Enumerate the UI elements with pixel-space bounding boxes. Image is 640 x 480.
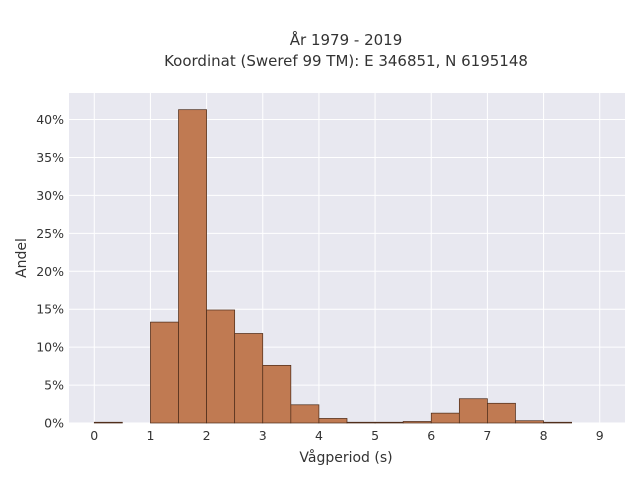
histogram-bar bbox=[543, 421, 572, 424]
chart-subtitle: Koordinat (Sweref 99 TM): E 346851, N 61… bbox=[164, 52, 528, 70]
y-tick-label: 15% bbox=[36, 302, 64, 317]
histogram-bar bbox=[234, 333, 264, 424]
histogram-bar bbox=[346, 421, 376, 424]
histogram-bar bbox=[458, 398, 488, 424]
histogram-bar bbox=[374, 421, 404, 424]
y-tick-label: 30% bbox=[36, 188, 64, 203]
histogram-bar bbox=[206, 309, 236, 424]
histogram-bar bbox=[178, 109, 207, 424]
x-axis-ticks: 0 1 2 3 4 5 6 7 8 9 bbox=[90, 428, 603, 443]
x-tick-label: 8 bbox=[540, 428, 548, 443]
histogram-bar bbox=[487, 402, 516, 424]
histogram-bar bbox=[290, 404, 320, 424]
histogram-bar bbox=[93, 421, 123, 424]
histogram-bar bbox=[515, 420, 544, 424]
histogram-bar bbox=[150, 321, 179, 424]
histogram-bar bbox=[402, 421, 432, 424]
histogram-bar bbox=[430, 412, 460, 424]
chart-title: År 1979 - 2019 bbox=[290, 30, 403, 49]
y-tick-label: 20% bbox=[36, 264, 64, 279]
x-tick-label: 2 bbox=[203, 428, 211, 443]
histogram-bars bbox=[93, 109, 572, 424]
x-tick-label: 4 bbox=[315, 428, 323, 443]
y-tick-label: 40% bbox=[36, 112, 64, 127]
x-tick-label: 5 bbox=[371, 428, 379, 443]
y-tick-label: 5% bbox=[44, 378, 64, 393]
histogram-bar bbox=[262, 364, 292, 424]
x-tick-label: 9 bbox=[596, 428, 604, 443]
y-axis-ticks: 0% 5% 10% 15% 20% 25% 30% 35% 40% bbox=[36, 112, 64, 430]
x-tick-label: 0 bbox=[90, 428, 98, 443]
x-tick-label: 7 bbox=[483, 428, 491, 443]
x-tick-label: 1 bbox=[146, 428, 154, 443]
x-tick-label: 6 bbox=[427, 428, 435, 443]
y-tick-label: 10% bbox=[36, 340, 64, 355]
y-axis-label: Andel bbox=[14, 238, 30, 278]
y-tick-label: 0% bbox=[44, 416, 64, 431]
x-axis-label: Vågperiod (s) bbox=[299, 449, 392, 466]
histogram-bar bbox=[318, 418, 348, 424]
y-tick-label: 25% bbox=[36, 226, 64, 241]
y-tick-label: 35% bbox=[36, 150, 64, 165]
x-tick-label: 3 bbox=[259, 428, 267, 443]
